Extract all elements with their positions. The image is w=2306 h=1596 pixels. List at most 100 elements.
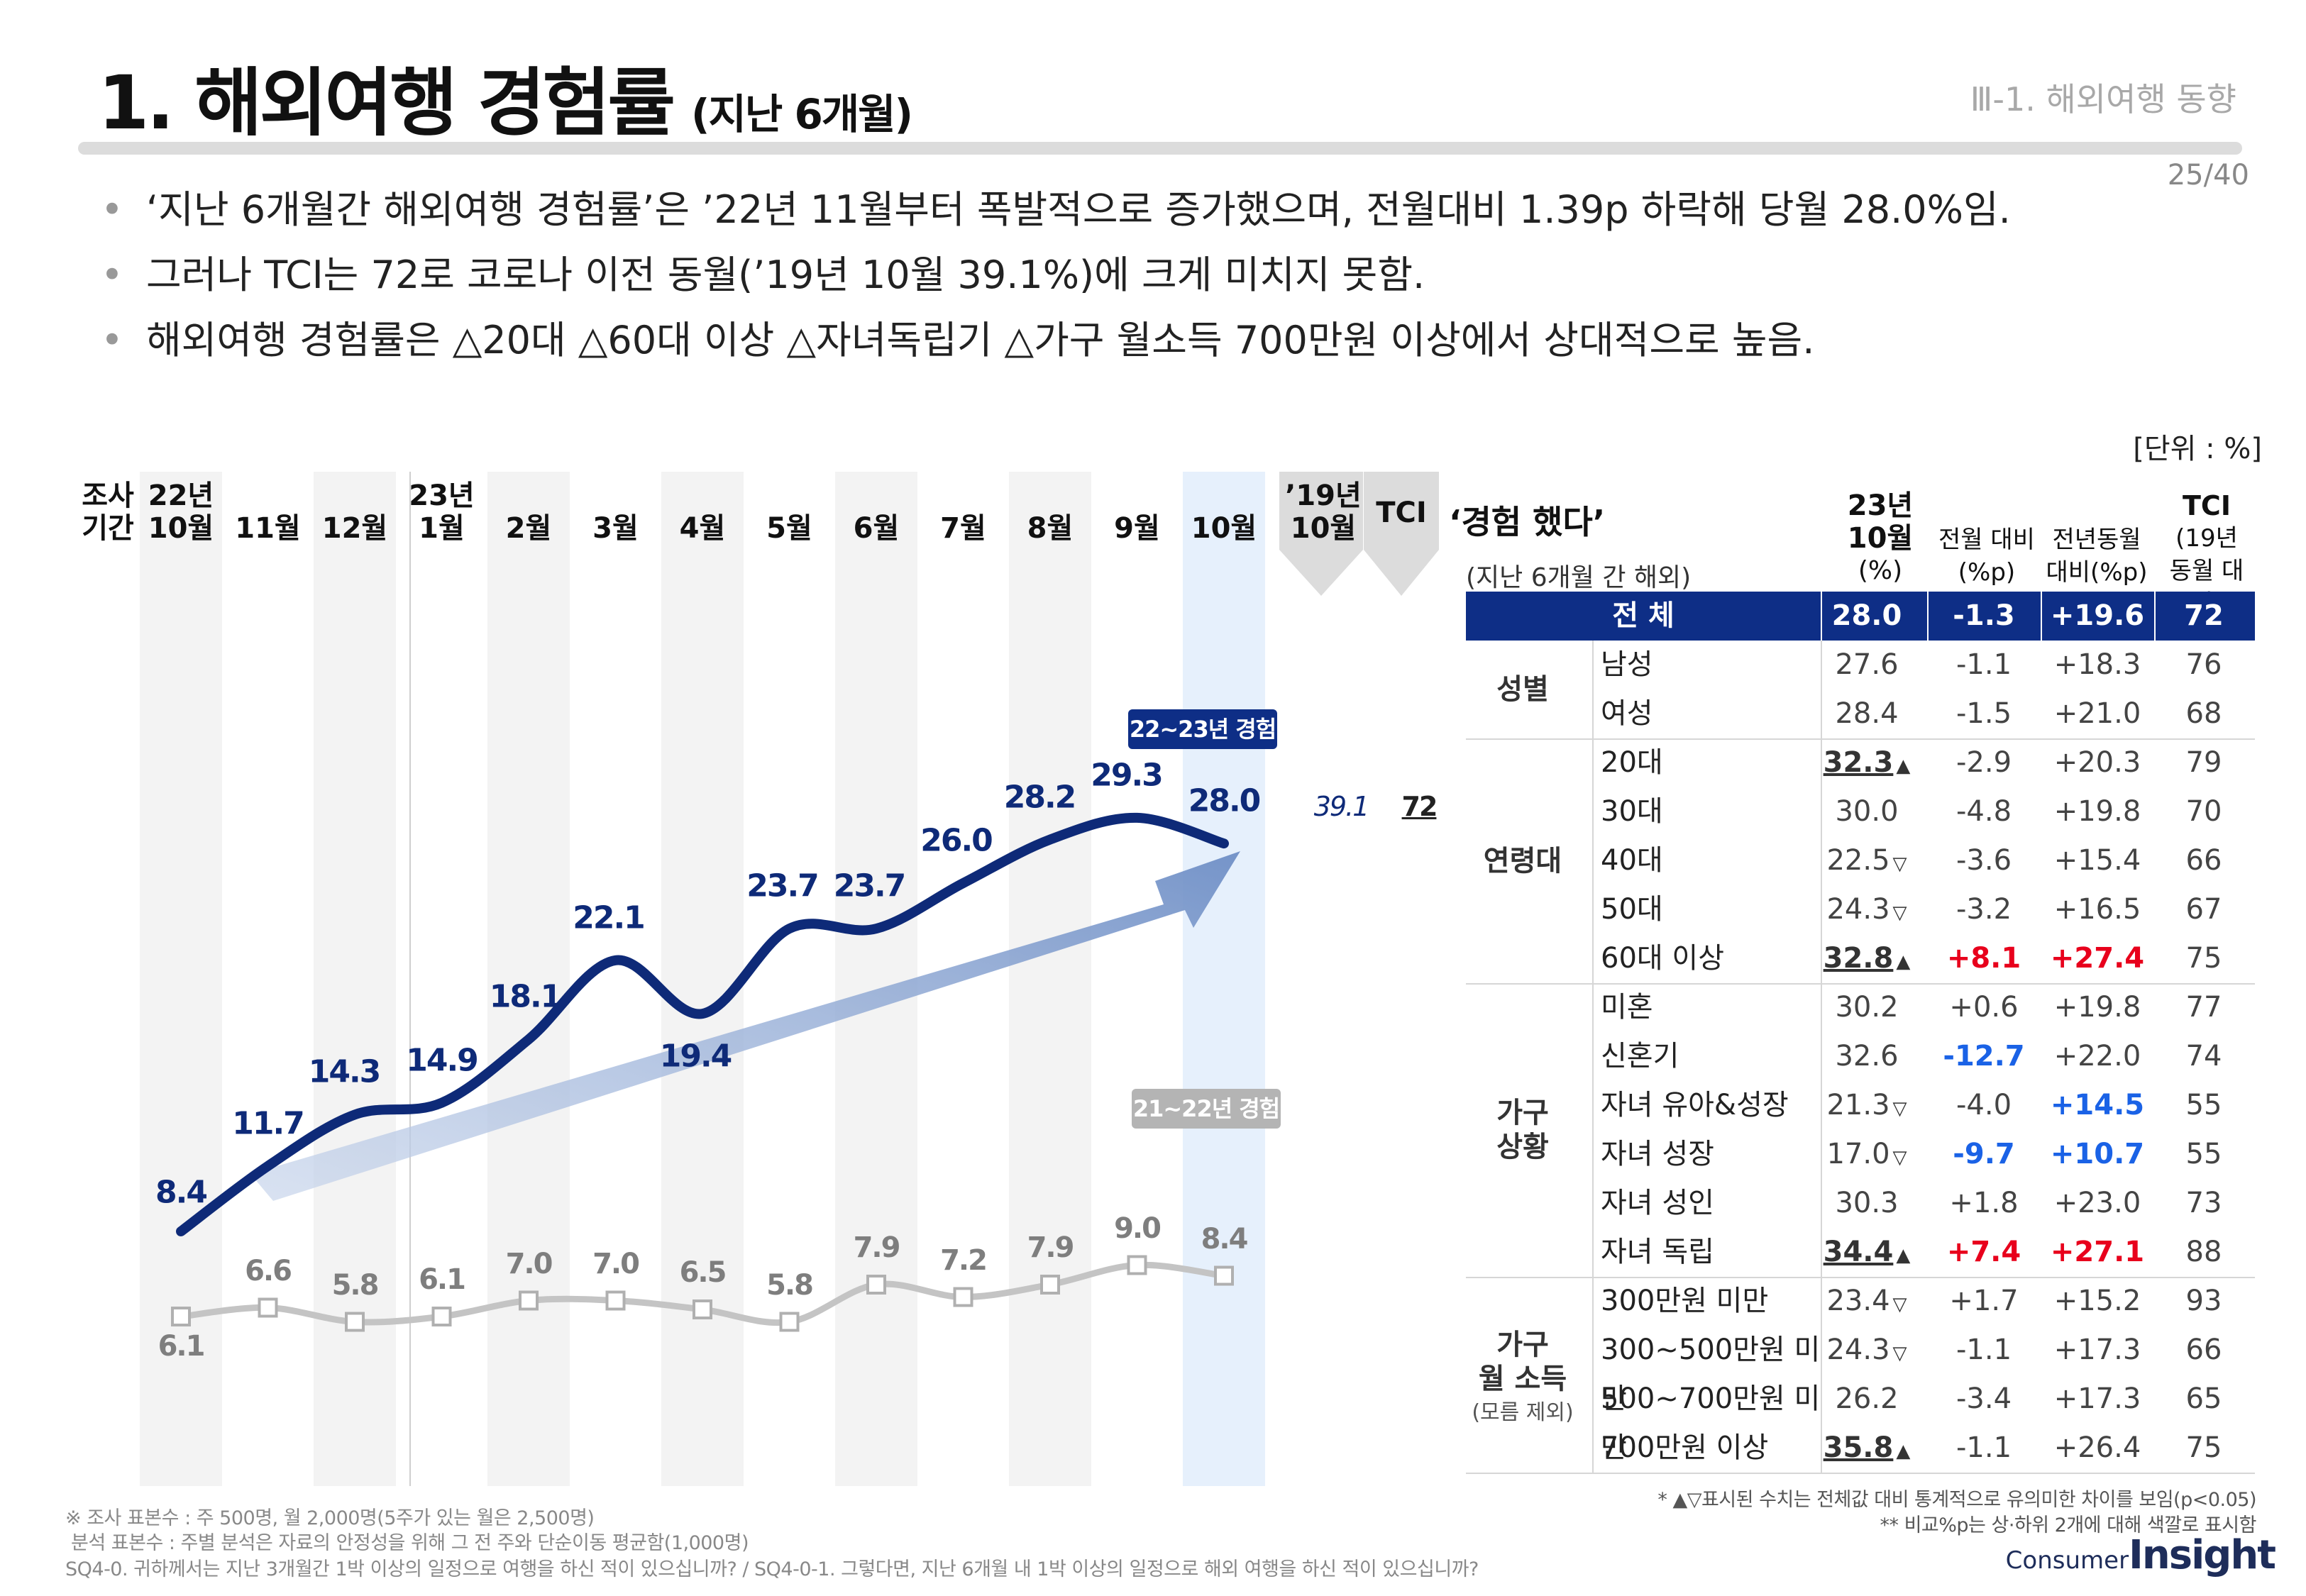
- cell-tci: 55: [2185, 1089, 2222, 1121]
- cell-label: 500~700만원 미만: [1601, 1382, 1821, 1464]
- month-header: 3월: [575, 480, 657, 545]
- summary-bullets: ‘지난 6개월간 해외여행 경험률’은 ’22년 11월부터 폭발적으로 증가했…: [101, 177, 2158, 373]
- cell-label: 미혼: [1601, 991, 1653, 1024]
- cell-mom: -3.2: [1955, 893, 2012, 926]
- value-label-previous: 7.0: [505, 1247, 553, 1280]
- series-previous: [171, 1255, 1234, 1332]
- cell-mom: -12.7: [1943, 1040, 2025, 1073]
- cell-label: 40대: [1601, 844, 1663, 877]
- month-header-month: 11월: [235, 512, 301, 545]
- table-row: 자녀 유아&성장 21.3 ▽ -4.0 +14.5 55: [1466, 1081, 2255, 1130]
- table-bottom-line: [1466, 1473, 2255, 1474]
- mom-header-line2: (%p): [1958, 558, 2016, 587]
- month-header-month: 2월: [505, 512, 552, 545]
- cell-pct: 17.0 ▽: [1821, 1130, 1913, 1179]
- group-label: 연령대: [1466, 844, 1579, 878]
- cell-pct: 32.8 ▲: [1821, 934, 1913, 983]
- pct-header: 23년 10월 (%): [1838, 489, 1923, 587]
- cell-yoy: +19.8: [2053, 795, 2141, 828]
- group-label: 성별: [1466, 672, 1579, 706]
- cell-pct: 35.8 ▲: [1821, 1424, 1913, 1473]
- trend-arrow: [250, 851, 1240, 1201]
- table-row: 30대 30.0 -4.8 +19.8 70: [1466, 787, 2255, 836]
- month-header-month: 8월: [1027, 512, 1074, 545]
- bullet-item: ‘지난 6개월간 해외여행 경험률’은 ’22년 11월부터 폭발적으로 증가했…: [101, 177, 2158, 243]
- cell-mom: -4.0: [1955, 1089, 2012, 1121]
- cell-tci: 65: [2185, 1382, 2222, 1415]
- pct-value: 34.4: [1823, 1236, 1894, 1268]
- cell-label: 남성: [1601, 648, 1653, 681]
- cell-tci: 75: [2185, 1431, 2222, 1464]
- month-header-month: 12월: [321, 512, 388, 545]
- month-header-month: 1월: [419, 512, 465, 545]
- cell-label: 20대: [1601, 746, 1663, 779]
- cell-pct: 23.4 ▽: [1821, 1277, 1913, 1326]
- group-label-line: 월 소득: [1478, 1363, 1567, 1395]
- table-row: 미혼 30.2 +0.6 +19.8 77: [1466, 983, 2255, 1032]
- total-separator: [2154, 592, 2156, 641]
- cell-label: 50대: [1601, 893, 1663, 926]
- table-subtitle: (지난 6개월 간 해외): [1466, 563, 1692, 592]
- group-label-line: 가구: [1496, 1097, 1549, 1129]
- month-header-month: 10월: [148, 512, 214, 545]
- yoy-header-line1: 전년동월: [2052, 526, 2141, 554]
- month-header: 23년 1월: [401, 480, 483, 545]
- month-header: 2월: [487, 480, 570, 545]
- header-chevron: [1279, 550, 1363, 596]
- page-title: 1. 해외여행 경험률 (지난 6개월): [98, 43, 913, 146]
- ref-column-bg: [1279, 472, 1363, 550]
- ref-header-line2: 10월: [1290, 512, 1357, 545]
- group-label: 가구 상황: [1466, 1096, 1579, 1164]
- cell-mom: -3.6: [1955, 844, 2012, 877]
- value-label-previous: 7.0: [592, 1247, 640, 1280]
- table-title: ‘경험 했다’: [1449, 503, 1606, 541]
- month-column-bg: [1096, 472, 1179, 1486]
- tci-header: TCI: [1376, 497, 1427, 529]
- pct-header-line1: 23년: [1847, 489, 1914, 522]
- cell-yoy: +20.3: [2053, 746, 2141, 779]
- tag-previous-period: 21~22년 경험: [1132, 1089, 1281, 1129]
- value-label-previous: 6.1: [419, 1263, 466, 1296]
- series-current-line: [176, 812, 1229, 1236]
- value-label-previous: 5.8: [331, 1268, 380, 1302]
- ref-value: 39.1: [1313, 791, 1370, 822]
- cell-label: 300만원 미만: [1601, 1285, 1769, 1317]
- cell-label: 신혼기: [1601, 1040, 1679, 1073]
- series-previous-marker: [519, 1290, 539, 1311]
- month-header: 12월: [314, 480, 396, 545]
- tag-current-period: 22~23년 경험: [1128, 709, 1277, 749]
- down-triangle-icon: ▽: [1892, 1294, 1907, 1315]
- pct-value: 28.4: [1835, 697, 1899, 730]
- month-header: 6월: [835, 480, 917, 545]
- pct-value: 32.8: [1823, 942, 1894, 975]
- table-row: 60대 이상 32.8 ▲ +8.1 +27.4 75: [1466, 934, 2255, 983]
- cell-pct: 30.0: [1821, 787, 1913, 836]
- cell-pct: 32.6: [1821, 1032, 1913, 1081]
- value-label-previous: 6.6: [245, 1254, 292, 1287]
- cell-yoy: +22.0: [2053, 1040, 2141, 1073]
- cell-mom: +1.7: [1949, 1285, 2019, 1317]
- pct-value: 30.2: [1835, 991, 1899, 1024]
- series-previous-marker: [1127, 1255, 1147, 1275]
- month-header-month: 7월: [940, 512, 986, 545]
- ref-column-bg: [1364, 472, 1439, 550]
- value-label-current: 19.4: [659, 1038, 733, 1075]
- total-cell-mom: -1.3: [1953, 599, 2015, 632]
- group-note: (모름 제외): [1472, 1400, 1574, 1425]
- month-header-year: 22년: [148, 480, 214, 512]
- cell-yoy: +18.3: [2053, 648, 2141, 681]
- pct-header-line3: (%): [1858, 556, 1903, 585]
- period-header: 조사 기간: [65, 480, 150, 545]
- table-row: 여성 28.4 -1.5 +21.0 68: [1466, 689, 2255, 738]
- month-column-bg: [1183, 472, 1265, 1486]
- month-header: 4월: [661, 480, 744, 545]
- month-header: 10월: [1183, 480, 1265, 545]
- table-row: 자녀 독립 34.4 ▲ +7.4 +27.1 88: [1466, 1228, 2255, 1277]
- series-previous-marker: [693, 1299, 712, 1319]
- month-header: 9월: [1096, 480, 1179, 545]
- group-separator: [1466, 1277, 2255, 1278]
- cell-mom: -2.9: [1955, 746, 2012, 779]
- table-row: 700만원 이상 35.8 ▲ -1.1 +26.4 75: [1466, 1424, 2255, 1473]
- yoy-header-line2: 대비(%p): [2046, 558, 2148, 587]
